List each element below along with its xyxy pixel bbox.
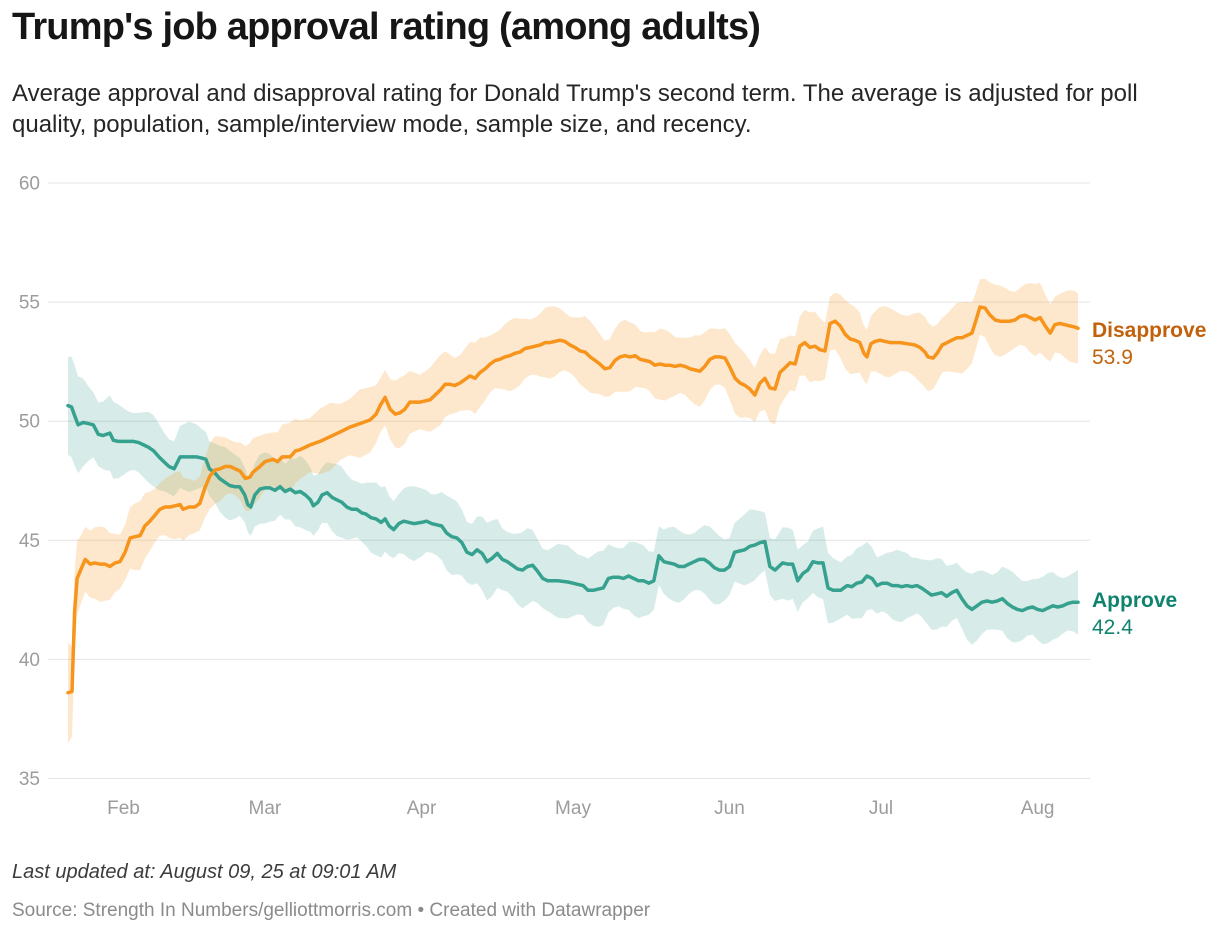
chart-subtitle: Average approval and disapproval rating …	[12, 80, 1138, 138]
series-value-disapprove: 53.9	[1092, 346, 1133, 369]
series-label-disapprove: Disapprove 53.9	[1092, 317, 1206, 371]
confidence-band-disapprove	[68, 278, 1078, 744]
series-name-approve: Approve	[1092, 589, 1178, 612]
y-tick-label: 50	[19, 412, 40, 433]
y-tick-label: 35	[19, 769, 40, 790]
y-tick-label: 40	[19, 650, 40, 671]
y-tick-label: 45	[19, 531, 40, 552]
x-tick-label: Aug	[1021, 798, 1055, 819]
series-name-disapprove: Disapprove	[1092, 319, 1207, 342]
x-tick-label: Feb	[107, 798, 140, 819]
y-tick-label: 55	[19, 293, 40, 314]
y-tick-label: 60	[19, 174, 40, 195]
x-tick-label: Mar	[249, 798, 282, 819]
last-updated-note: Last updated at: August 09, 25 at 09:01 …	[12, 861, 397, 883]
page-title: Trump's job approval rating (among adult…	[12, 6, 761, 48]
source-line: Source: Strength In Numbers/gelliottmorr…	[12, 900, 651, 921]
series-line-approve	[66, 403, 1080, 613]
x-tick-label: Apr	[407, 798, 437, 819]
series-value-approve: 42.4	[1092, 616, 1133, 639]
series-label-approve: Approve 42.4	[1092, 587, 1177, 641]
x-tick-label: Jun	[714, 798, 745, 819]
series-line-disapprove	[66, 305, 1080, 695]
x-tick-label: May	[555, 798, 591, 819]
x-tick-label: Jul	[869, 798, 893, 819]
